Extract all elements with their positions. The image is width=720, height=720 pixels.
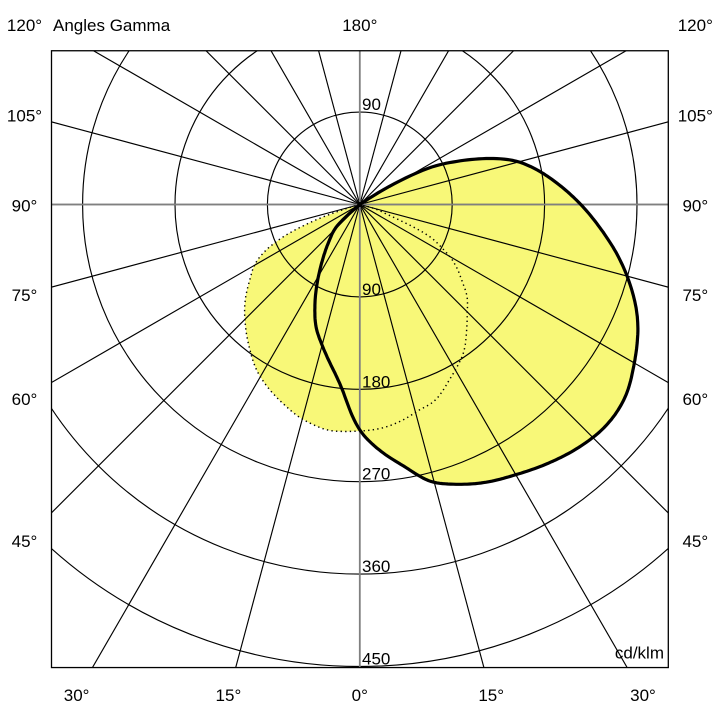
svg-text:60°: 60° [12, 390, 38, 409]
svg-text:90°: 90° [682, 197, 708, 216]
svg-text:360: 360 [362, 557, 390, 576]
svg-text:105°: 105° [7, 106, 42, 125]
svg-text:60°: 60° [682, 390, 708, 409]
svg-text:90: 90 [362, 95, 381, 114]
svg-text:cd/klm: cd/klm [615, 644, 664, 663]
svg-text:90: 90 [362, 280, 381, 299]
svg-text:180: 180 [362, 372, 390, 391]
svg-text:270: 270 [362, 465, 390, 484]
svg-text:30°: 30° [630, 686, 656, 705]
svg-text:45°: 45° [682, 532, 708, 551]
svg-text:15°: 15° [216, 686, 242, 705]
svg-text:120°: 120° [678, 16, 713, 35]
svg-text:90°: 90° [12, 197, 38, 216]
svg-text:30°: 30° [64, 686, 90, 705]
svg-text:0°: 0° [352, 686, 368, 705]
svg-text:120°: 120° [7, 16, 42, 35]
svg-text:15°: 15° [478, 686, 504, 705]
svg-text:180°: 180° [342, 16, 377, 35]
svg-text:450: 450 [362, 650, 390, 669]
svg-text:75°: 75° [12, 286, 38, 305]
svg-text:45°: 45° [12, 532, 38, 551]
svg-text:105°: 105° [678, 106, 713, 125]
svg-text:Angles Gamma: Angles Gamma [53, 16, 171, 35]
svg-text:75°: 75° [682, 286, 708, 305]
